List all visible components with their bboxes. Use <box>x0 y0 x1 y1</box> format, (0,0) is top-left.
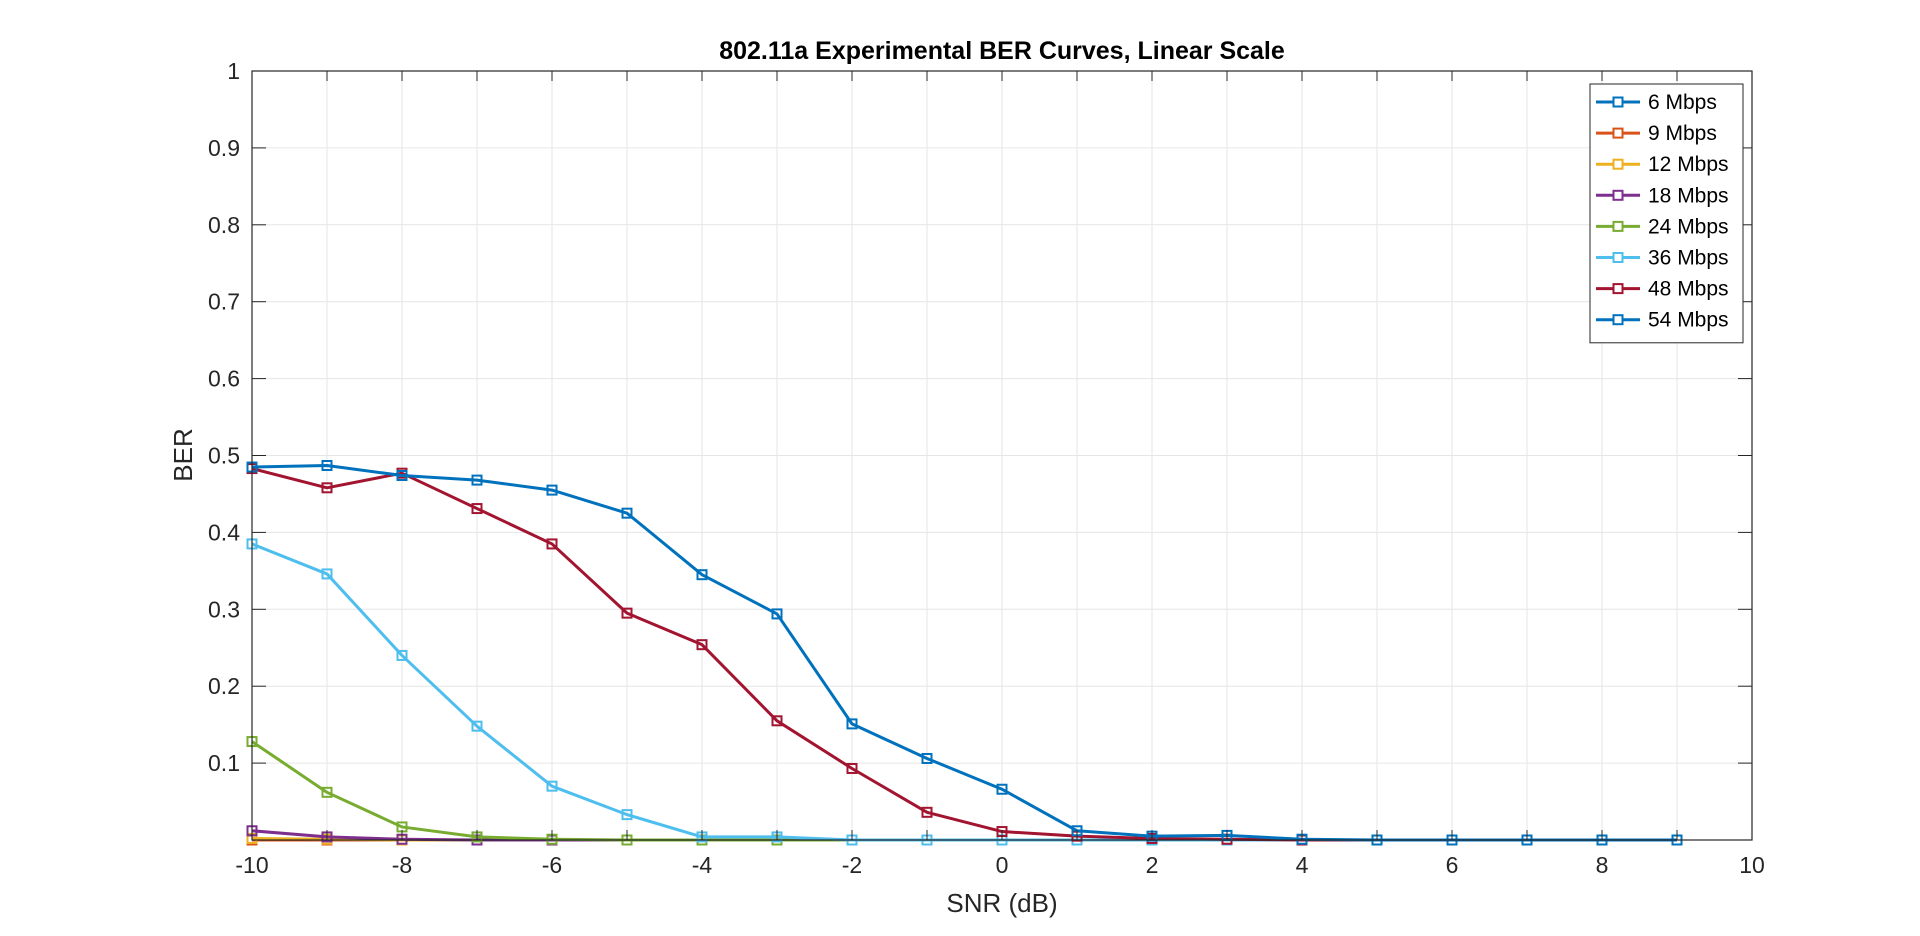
y-tick-labels: 0.1 0.2 0.3 0.4 0.5 0.6 0.7 0.8 0.9 1 <box>208 58 240 776</box>
legend-swatch-marker <box>1612 314 1624 326</box>
y-tick-label: 0.1 <box>208 750 240 776</box>
legend-entry: 6 Mbps <box>1596 91 1717 114</box>
x-tick-label: -10 <box>235 852 268 878</box>
legend-swatch-marker <box>1612 252 1624 263</box>
y-tick-label: 0.3 <box>208 596 240 622</box>
data-point <box>321 459 333 471</box>
ticks <box>251 70 1753 840</box>
x-axis-label: SNR (dB) <box>946 888 1057 918</box>
x-tick-label: -8 <box>392 852 412 878</box>
data-point <box>546 780 558 792</box>
x-tick-label: 10 <box>1739 852 1765 878</box>
legend-entry: 12 Mbps <box>1596 153 1729 176</box>
y-tick-label: 0.5 <box>208 443 240 469</box>
data-point <box>321 482 333 494</box>
y-tick-label: 0.8 <box>208 212 240 238</box>
data-point <box>996 783 1008 795</box>
legend-entry: 54 Mbps <box>1596 309 1729 332</box>
legend-entry: 36 Mbps <box>1596 247 1729 270</box>
y-tick-label: 0.2 <box>208 673 240 699</box>
legend-box <box>1589 83 1744 344</box>
y-tick-label: 0.6 <box>208 366 240 392</box>
data-point <box>696 569 708 581</box>
y-axis-label: BER <box>168 428 198 481</box>
x-tick-label: 6 <box>1446 852 1459 878</box>
y-tick-label: 0.7 <box>208 289 240 315</box>
data-point <box>471 474 483 486</box>
legend-entry: 9 Mbps <box>1596 122 1717 145</box>
legend-label: 24 Mbps <box>1648 215 1729 238</box>
x-tick-label: 2 <box>1146 852 1159 878</box>
x-tick-label: -4 <box>692 852 713 878</box>
legend-entry: 48 Mbps <box>1596 278 1729 301</box>
x-tick-labels: -10 -8 -6 -4 -2 0 2 4 6 8 10 <box>235 852 1764 878</box>
data-point <box>696 639 708 651</box>
x-tick-label: 4 <box>1296 852 1309 878</box>
legend: 6 Mbps 9 Mbps 12 Mbps 18 Mbps 24 Mbps 36 Mbps… <box>1589 83 1744 344</box>
data-point <box>396 649 408 661</box>
data-point <box>321 568 333 580</box>
data-point <box>396 469 408 481</box>
data-point <box>471 503 483 515</box>
legend-entry: 18 Mbps <box>1596 184 1729 207</box>
legend-label: 9 Mbps <box>1648 122 1717 145</box>
data-point <box>621 809 633 821</box>
chart-title: 802.11a Experimental BER Curves, Linear … <box>719 37 1285 65</box>
y-tick-label: 0.4 <box>208 519 240 545</box>
data-point <box>846 718 858 730</box>
y-tick-label: 1 <box>227 58 240 84</box>
legend-swatch-marker <box>1612 283 1624 295</box>
grid <box>252 71 1752 840</box>
legend-swatch-marker <box>1612 189 1624 201</box>
legend-swatch-marker <box>1612 220 1624 232</box>
data-point <box>921 806 933 818</box>
legend-entry: 24 Mbps <box>1596 215 1729 238</box>
legend-label: 54 Mbps <box>1648 309 1729 332</box>
data-point <box>471 720 483 732</box>
x-tick-label: 8 <box>1596 852 1609 878</box>
data-point <box>546 538 558 550</box>
data-point <box>621 607 633 619</box>
x-tick-label: 0 <box>996 852 1009 878</box>
data-point <box>846 762 858 774</box>
data-point <box>921 752 933 764</box>
data-point <box>621 507 633 519</box>
y-tick-label: 0.9 <box>208 135 240 161</box>
x-tick-label: -6 <box>542 852 562 878</box>
legend-label: 6 Mbps <box>1648 91 1717 114</box>
data-point <box>771 715 783 727</box>
x-tick-label: -2 <box>842 852 862 878</box>
legend-label: 12 Mbps <box>1648 153 1729 176</box>
legend-label: 48 Mbps <box>1648 278 1729 301</box>
data-point <box>771 608 783 620</box>
data-point <box>546 484 558 496</box>
legend-label: 36 Mbps <box>1648 247 1729 270</box>
legend-swatch-marker <box>1612 96 1624 108</box>
legend-swatch-marker <box>1612 158 1624 170</box>
legend-label: 18 Mbps <box>1648 184 1729 207</box>
data-point <box>321 786 333 798</box>
legend-swatch-marker <box>1612 127 1624 139</box>
